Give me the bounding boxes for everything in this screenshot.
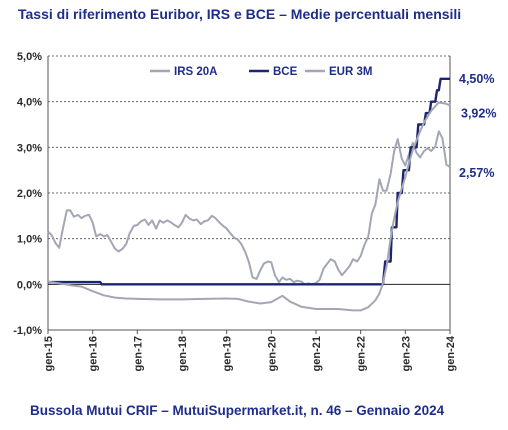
y-tick-label: 2,0% — [17, 188, 42, 200]
series-line-eur-3m — [47, 101, 451, 312]
end-value-label: 4,50% — [459, 72, 494, 86]
chart-legend: IRS 20A BCE EUR 3M — [150, 66, 372, 78]
x-tick-label: gen-24 — [445, 335, 457, 371]
series-line-irs-20a — [47, 130, 451, 286]
x-tick-label: gen-22 — [356, 336, 368, 371]
x-tick-label: gen-15 — [43, 336, 55, 371]
y-tick-label: 5,0% — [17, 51, 42, 63]
chart-footer: Bussola Mutui CRIF – MutuiSupermarket.it… — [30, 403, 445, 418]
y-tick-label: 4,0% — [17, 97, 42, 109]
x-tick-label: gen-18 — [177, 336, 189, 371]
chart-grid — [48, 55, 450, 331]
legend-label: IRS 20A — [174, 66, 217, 78]
x-tick-label: gen-16 — [88, 336, 100, 371]
chart-annotations: 4,50% 3,92% 2,57% — [459, 72, 496, 180]
legend-label: BCE — [273, 66, 298, 78]
y-tick-label: 3,0% — [17, 142, 42, 154]
end-value-label: 3,92% — [461, 106, 496, 120]
y-tick-label: 1,0% — [17, 234, 42, 246]
y-tick-label: 0,0% — [17, 279, 42, 291]
chart-series — [47, 77, 451, 312]
x-tick-label: gen-20 — [266, 336, 278, 371]
x-tick-label: gen-23 — [400, 336, 412, 371]
x-tick-label: gen-21 — [311, 336, 323, 371]
x-tick-label: gen-17 — [132, 336, 144, 371]
legend-label: EUR 3M — [329, 66, 372, 78]
end-value-label: 2,57% — [459, 166, 494, 180]
x-tick-label: gen-19 — [222, 336, 234, 371]
chart-title: Tassi di riferimento Euribor, IRS e BCE … — [18, 6, 462, 22]
y-tick-label: -1,0% — [13, 325, 42, 337]
chart-axes: -1,0% 0,0% 1,0% 2,0% 3,0% 4,0% 5,0% gen-15 gen-1… — [13, 51, 457, 371]
